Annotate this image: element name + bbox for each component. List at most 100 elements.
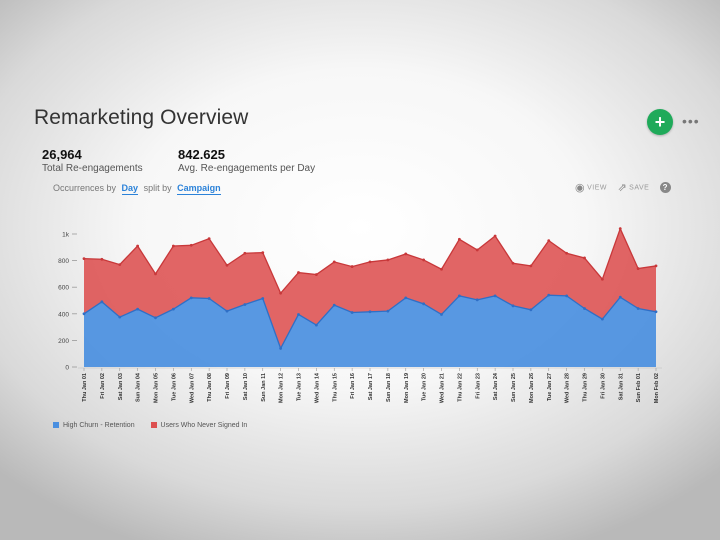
- point-series-1[interactable]: [100, 300, 104, 304]
- point-series-1[interactable]: [314, 323, 318, 327]
- point-series-1[interactable]: [511, 304, 515, 308]
- point-series-1[interactable]: [636, 307, 640, 310]
- point-series-2[interactable]: [207, 237, 211, 241]
- point-series-2[interactable]: [475, 248, 479, 252]
- point-series-1[interactable]: [440, 313, 443, 316]
- x-tick-label: Mon Feb 02: [654, 373, 660, 403]
- x-tick-label: Fri Jan 23: [475, 373, 481, 399]
- point-series-2[interactable]: [171, 244, 175, 248]
- point-series-1[interactable]: [422, 302, 426, 306]
- split-selector[interactable]: Campaign: [177, 183, 221, 195]
- point-series-2[interactable]: [297, 271, 300, 274]
- point-series-1[interactable]: [547, 293, 551, 297]
- point-series-2[interactable]: [243, 251, 247, 255]
- point-series-2[interactable]: [636, 267, 640, 270]
- point-series-1[interactable]: [82, 312, 86, 316]
- stat-average: 842.625 Avg. Re-engagements per Day: [178, 147, 315, 174]
- point-series-2[interactable]: [136, 244, 140, 248]
- point-series-1[interactable]: [261, 297, 265, 300]
- point-series-2[interactable]: [565, 251, 569, 255]
- legend-item-series-2[interactable]: Users Who Never Signed In: [150, 422, 247, 429]
- point-series-2[interactable]: [314, 273, 318, 276]
- point-series-1[interactable]: [654, 310, 658, 314]
- x-tick-label: Thu Jan 15: [332, 373, 338, 402]
- legend-label-series-1: High Churn - Retention: [63, 422, 135, 429]
- point-series-2[interactable]: [529, 264, 533, 268]
- point-series-2[interactable]: [350, 265, 354, 268]
- point-series-1[interactable]: [350, 311, 354, 314]
- eye-icon: ◉: [575, 182, 586, 194]
- point-series-2[interactable]: [547, 239, 551, 243]
- point-series-2[interactable]: [440, 267, 443, 271]
- point-series-2[interactable]: [368, 260, 372, 264]
- point-series-1[interactable]: [207, 297, 211, 300]
- x-tick-label: Tue Jan 13: [297, 373, 303, 401]
- point-series-2[interactable]: [600, 277, 604, 281]
- help-icon[interactable]: ?: [659, 182, 671, 193]
- point-series-1[interactable]: [118, 315, 122, 319]
- point-series-2[interactable]: [511, 261, 515, 265]
- view-button[interactable]: ◉ VIEW: [575, 181, 607, 194]
- x-tick-label: Fri Jan 16: [350, 373, 356, 399]
- x-tick-label: Mon Jan 19: [404, 373, 410, 403]
- point-series-2[interactable]: [261, 251, 265, 255]
- x-tick-label: Thu Jan 22: [457, 373, 463, 402]
- point-series-1[interactable]: [565, 294, 569, 298]
- query-controls: Occurrences by Day split by Campaign: [53, 183, 224, 195]
- point-series-1[interactable]: [279, 346, 283, 350]
- point-series-1[interactable]: [332, 303, 336, 307]
- x-tick-label: Fri Jan 02: [100, 373, 106, 399]
- point-series-1[interactable]: [243, 303, 247, 306]
- point-series-1[interactable]: [154, 316, 157, 320]
- point-series-1[interactable]: [136, 307, 140, 311]
- point-series-1[interactable]: [618, 295, 622, 299]
- point-series-1[interactable]: [600, 317, 604, 321]
- point-series-2[interactable]: [404, 252, 408, 256]
- legend-swatch-series-1: [53, 422, 59, 429]
- save-button[interactable]: ⇗ SAVE: [617, 181, 649, 194]
- point-series-2[interactable]: [225, 263, 229, 267]
- point-series-1[interactable]: [404, 296, 408, 300]
- point-series-2[interactable]: [118, 263, 122, 266]
- add-button[interactable]: +: [647, 109, 673, 135]
- point-series-1[interactable]: [475, 298, 479, 302]
- interval-selector[interactable]: Day: [121, 183, 139, 195]
- x-tick-label: Sun Jan 25: [511, 373, 517, 402]
- point-series-1[interactable]: [583, 307, 586, 310]
- page-title: Remarketing Overview: [34, 106, 249, 129]
- point-series-2[interactable]: [493, 234, 497, 238]
- point-series-1[interactable]: [493, 294, 497, 298]
- point-series-1[interactable]: [225, 309, 229, 313]
- point-series-1[interactable]: [171, 307, 175, 311]
- point-series-2[interactable]: [154, 272, 157, 276]
- point-series-2[interactable]: [82, 257, 86, 261]
- point-series-2[interactable]: [583, 256, 586, 260]
- point-series-1[interactable]: [529, 308, 533, 312]
- x-tick-label: Sat Jan 10: [243, 373, 249, 400]
- point-series-1[interactable]: [457, 294, 461, 298]
- x-tick-label: Sat Jan 31: [618, 373, 624, 400]
- point-series-1[interactable]: [368, 310, 372, 314]
- legend-item-series-1[interactable]: High Churn - Retention: [53, 422, 135, 429]
- point-series-2[interactable]: [100, 257, 104, 261]
- x-tick-label: Tue Jan 20: [422, 373, 428, 401]
- x-tick-label: Wed Jan 28: [565, 373, 571, 403]
- point-series-2[interactable]: [332, 260, 336, 264]
- point-series-2[interactable]: [386, 258, 390, 262]
- stat-average-label: Avg. Re-engagements per Day: [178, 163, 316, 174]
- x-tick-label: Thu Jan 29: [583, 373, 589, 402]
- point-series-2[interactable]: [457, 237, 461, 241]
- y-tick-label: 800: [58, 258, 69, 265]
- point-series-2[interactable]: [654, 264, 658, 268]
- point-series-1[interactable]: [189, 296, 193, 300]
- x-tick-label: Sun Feb 01: [636, 373, 642, 402]
- point-series-1[interactable]: [297, 313, 300, 316]
- y-tick-label: 400: [58, 311, 69, 318]
- point-series-2[interactable]: [618, 227, 622, 231]
- point-series-2[interactable]: [422, 258, 426, 262]
- point-series-1[interactable]: [386, 309, 390, 313]
- more-options-icon[interactable]: •••: [682, 113, 700, 129]
- point-series-2[interactable]: [189, 243, 193, 247]
- point-series-2[interactable]: [279, 291, 283, 295]
